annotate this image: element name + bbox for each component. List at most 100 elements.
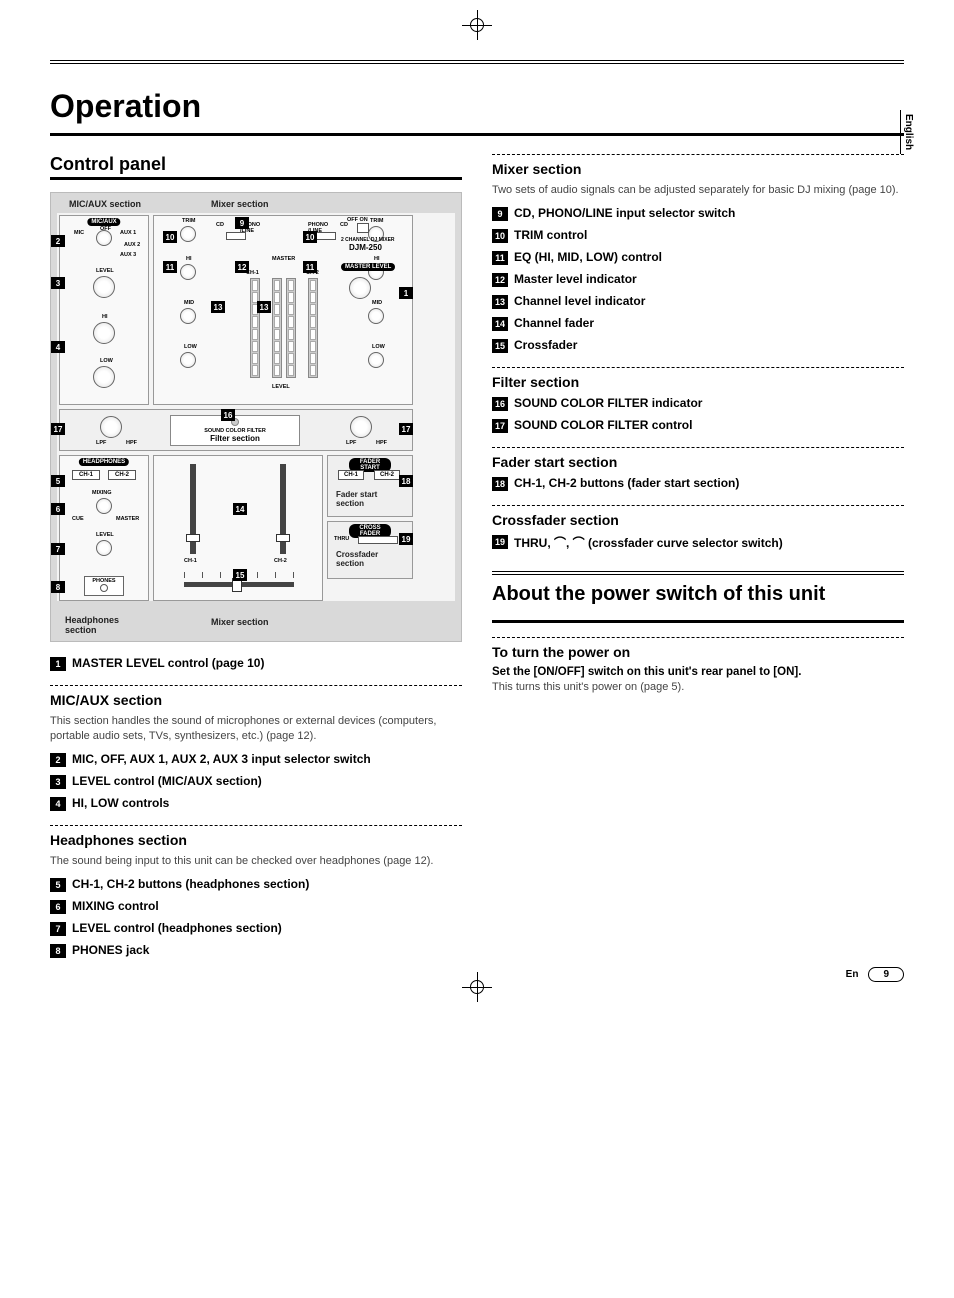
crossfader-curve-switch bbox=[358, 536, 398, 544]
mic-aux-desc: This section handles the sound of microp… bbox=[50, 714, 462, 744]
callout-10b: 10 bbox=[303, 231, 317, 243]
lbl-aux3: AUX 3 bbox=[120, 252, 136, 258]
badge-2: 2 bbox=[50, 753, 66, 767]
power-switch bbox=[357, 223, 369, 233]
knob-filter-ch1 bbox=[100, 416, 122, 438]
badge-7: 7 bbox=[50, 922, 66, 936]
callout-6: 6 bbox=[51, 503, 65, 515]
badge-15: 15 bbox=[492, 339, 508, 353]
lbl-lpf1: LPF bbox=[96, 440, 106, 446]
badge-1: 1 bbox=[50, 657, 66, 671]
lbl-phones: PHONES bbox=[92, 578, 115, 584]
power-desc: This turns this unit's power on (page 5)… bbox=[492, 680, 904, 695]
knob-filter-ch2 bbox=[350, 416, 372, 438]
mic-aux-heading: MIC/AUX section bbox=[50, 692, 462, 708]
lbl-fch1: CH-1 bbox=[184, 558, 197, 564]
fader-ch2 bbox=[280, 464, 286, 554]
lbl-hi1: HI bbox=[186, 256, 192, 262]
btn-fs-ch1: CH-1 bbox=[338, 470, 364, 480]
item-6-text: MIXING control bbox=[72, 899, 159, 913]
lbl-model: DJM-250 bbox=[349, 243, 382, 252]
callout-3: 3 bbox=[51, 277, 65, 289]
btn-fs-ch2: CH-2 bbox=[374, 470, 400, 480]
lbl-mixing: MIXING bbox=[92, 490, 112, 496]
callout-18: 18 bbox=[399, 475, 413, 487]
lbl-low2: LOW bbox=[372, 344, 385, 350]
callout-13b: 13 bbox=[257, 301, 271, 313]
meter-master-l bbox=[272, 278, 282, 378]
knob-hp-level bbox=[96, 540, 112, 556]
knob-hi-ch1 bbox=[180, 264, 196, 280]
lbl-mic: MIC bbox=[74, 230, 84, 236]
control-panel-heading: Control panel bbox=[50, 154, 462, 180]
lbl-hpf2: HPF bbox=[376, 440, 387, 446]
meter-ch1 bbox=[250, 278, 260, 378]
knob-input-selector bbox=[96, 230, 112, 246]
item-18-text: CH-1, CH-2 buttons (fader start section) bbox=[514, 476, 739, 490]
knob-low-ch2 bbox=[368, 352, 384, 368]
pill-mic-aux: MIC/AUX bbox=[87, 218, 120, 226]
callout-1: 1 bbox=[399, 287, 413, 299]
lbl-mid2: MID bbox=[372, 300, 382, 306]
item-13-text: Channel level indicator bbox=[514, 294, 645, 308]
callout-17a: 17 bbox=[51, 423, 65, 435]
pill-master-level: MASTER LEVEL bbox=[341, 263, 395, 271]
callout-4: 4 bbox=[51, 341, 65, 353]
lbl-mid1: MID bbox=[184, 300, 194, 306]
callout-8: 8 bbox=[51, 581, 65, 593]
badge-5: 5 bbox=[50, 878, 66, 892]
badge-9: 9 bbox=[492, 207, 508, 221]
lbl-levelm: LEVEL bbox=[272, 384, 290, 390]
callout-16: 16 bbox=[221, 409, 235, 421]
lbl-hi: HI bbox=[102, 314, 108, 320]
mixer-heading: Mixer section bbox=[492, 161, 904, 177]
knob-low bbox=[93, 366, 115, 388]
lbl-master: MASTER bbox=[272, 256, 295, 262]
badge-14: 14 bbox=[492, 317, 508, 331]
lbl-lpf2: LPF bbox=[346, 440, 356, 446]
label-mic-aux-section: MIC/AUX section bbox=[69, 199, 141, 209]
lbl-thru: THRU bbox=[334, 536, 349, 542]
switch-cd-phono-1 bbox=[226, 232, 246, 240]
badge-4: 4 bbox=[50, 797, 66, 811]
item-11-text: EQ (HI, MID, LOW) control bbox=[514, 250, 662, 264]
callout-7: 7 bbox=[51, 543, 65, 555]
callout-2: 2 bbox=[51, 235, 65, 247]
mic-aux-items: 2MIC, OFF, AUX 1, AUX 2, AUX 3 input sel… bbox=[50, 752, 462, 811]
headphones-desc: The sound being input to this unit can b… bbox=[50, 854, 462, 869]
filter-items: 16SOUND COLOR FILTER indicator 17SOUND C… bbox=[492, 396, 904, 433]
knob-mixing bbox=[96, 498, 112, 514]
badge-13: 13 bbox=[492, 295, 508, 309]
badge-6: 6 bbox=[50, 900, 66, 914]
callout-9: 9 bbox=[235, 217, 249, 229]
item-9-text: CD, PHONO/LINE input selector switch bbox=[514, 206, 735, 220]
knob-trim-ch1 bbox=[180, 226, 196, 242]
callout-10a: 10 bbox=[163, 231, 177, 243]
item-14-text: Channel fader bbox=[514, 316, 594, 330]
item-1-text: MASTER LEVEL control (page 10) bbox=[72, 656, 264, 670]
callout-15: 15 bbox=[233, 569, 247, 581]
power-sub: To turn the power on bbox=[492, 644, 904, 660]
item-5-text: CH-1, CH-2 buttons (headphones section) bbox=[72, 877, 309, 891]
crossfader-heading: Crossfader section bbox=[492, 512, 904, 528]
knob-mid-ch2 bbox=[368, 308, 384, 324]
control-panel-diagram: MIC/AUX section Mixer section MIC/AUX MI… bbox=[50, 192, 462, 642]
label-mixer-top: Mixer section bbox=[211, 199, 269, 209]
headphones-items: 5 CH-1, CH-2 buttons (headphones section)… bbox=[50, 877, 462, 958]
badge-18: 18 bbox=[492, 477, 508, 491]
item-12-text: Master level indicator bbox=[514, 272, 637, 286]
knob-master-level bbox=[349, 277, 371, 299]
lbl-hpsec: Headphones section bbox=[65, 615, 119, 635]
lbl-aux1: AUX 1 bbox=[120, 230, 136, 236]
badge-16: 16 bbox=[492, 397, 508, 411]
badge-19: 19 bbox=[492, 535, 508, 549]
badge-12: 12 bbox=[492, 273, 508, 287]
lbl-low1: LOW bbox=[184, 344, 197, 350]
fader-start-items: 18 CH-1, CH-2 buttons (fader start sectio… bbox=[492, 476, 904, 491]
item-1-list: 1 MASTER LEVEL control (page 10) bbox=[50, 656, 462, 671]
language-tab: English bbox=[900, 110, 916, 154]
fader-start-heading: Fader start section bbox=[492, 454, 904, 470]
lbl-filtersec: Filter section bbox=[210, 434, 260, 443]
item-7-text: LEVEL control (headphones section) bbox=[72, 921, 282, 935]
callout-12: 12 bbox=[235, 261, 249, 273]
